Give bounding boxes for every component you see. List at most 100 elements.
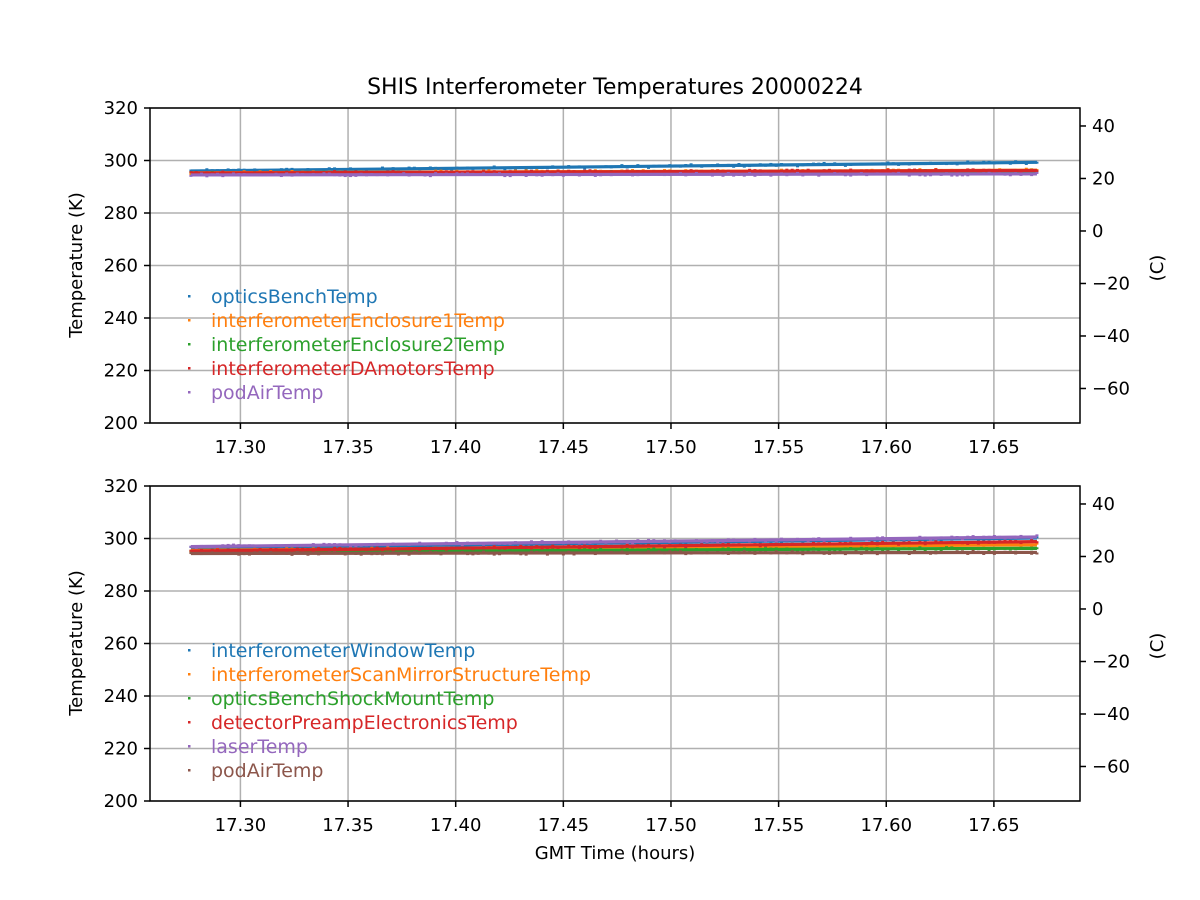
data-point bbox=[918, 174, 922, 177]
data-point bbox=[987, 168, 991, 171]
data-point bbox=[934, 544, 938, 547]
bottom-ticks: 17.30 17.35 17.40 17.45 17.50 17.55 17.60 17.65… bbox=[104, 476, 1130, 836]
y-tick-label: 320 bbox=[104, 98, 138, 119]
data-point bbox=[242, 550, 246, 553]
data-point bbox=[615, 551, 619, 554]
data-point bbox=[1019, 542, 1023, 545]
data-point bbox=[742, 170, 746, 173]
data-point bbox=[247, 546, 251, 549]
data-point bbox=[343, 175, 347, 178]
data-point bbox=[609, 542, 613, 545]
data-point bbox=[338, 546, 342, 549]
data-point bbox=[710, 540, 714, 543]
data-point bbox=[306, 546, 310, 549]
data-point bbox=[758, 541, 762, 544]
x-tick-label: 17.30 bbox=[215, 815, 267, 836]
data-point bbox=[748, 172, 752, 175]
data-point bbox=[780, 548, 784, 551]
data-point bbox=[593, 170, 597, 173]
data-point bbox=[859, 546, 863, 549]
data-point bbox=[317, 173, 321, 176]
data-point bbox=[625, 169, 629, 172]
x-tick-label: 17.65 bbox=[968, 437, 1020, 458]
data-point bbox=[902, 170, 906, 173]
data-point bbox=[625, 166, 629, 169]
data-point bbox=[620, 541, 624, 544]
data-point bbox=[631, 165, 635, 168]
data-point bbox=[992, 170, 996, 173]
y-right-tick-label: 20 bbox=[1092, 546, 1115, 567]
data-point bbox=[998, 538, 1002, 541]
data-point bbox=[875, 539, 879, 542]
data-point bbox=[929, 538, 933, 541]
data-point bbox=[694, 171, 698, 174]
data-point bbox=[221, 551, 225, 554]
data-point bbox=[673, 548, 677, 551]
data-point bbox=[780, 543, 784, 546]
data-point bbox=[529, 167, 533, 170]
data-point bbox=[247, 544, 251, 547]
data-point bbox=[684, 546, 688, 549]
data-point bbox=[295, 547, 299, 550]
data-point bbox=[950, 551, 954, 554]
data-point bbox=[992, 534, 996, 537]
data-point bbox=[189, 174, 193, 177]
data-point bbox=[561, 546, 565, 549]
data-point bbox=[827, 549, 831, 552]
data-point bbox=[444, 172, 448, 175]
legend-marker bbox=[188, 673, 191, 676]
data-point bbox=[455, 541, 459, 544]
data-point bbox=[556, 166, 560, 169]
data-point bbox=[870, 551, 874, 554]
data-point bbox=[673, 170, 677, 173]
data-point bbox=[795, 552, 799, 555]
data-point bbox=[1008, 169, 1012, 172]
data-point bbox=[923, 551, 927, 554]
data-point bbox=[1024, 173, 1028, 176]
data-point bbox=[471, 167, 475, 170]
data-point bbox=[274, 552, 278, 555]
bottom-y-label: Temperature (K) bbox=[66, 570, 87, 717]
data-point bbox=[460, 551, 464, 554]
data-point bbox=[780, 551, 784, 554]
data-point bbox=[955, 547, 959, 550]
data-point bbox=[402, 543, 406, 546]
data-point bbox=[966, 535, 970, 538]
data-point bbox=[923, 549, 927, 552]
data-point bbox=[343, 168, 347, 171]
data-point bbox=[317, 547, 321, 550]
data-point bbox=[561, 542, 565, 545]
data-point bbox=[237, 553, 241, 556]
data-point bbox=[508, 543, 512, 546]
data-point bbox=[263, 549, 267, 552]
data-point bbox=[370, 548, 374, 551]
data-point bbox=[439, 553, 443, 556]
data-point bbox=[508, 175, 512, 178]
y-tick-label: 320 bbox=[104, 476, 138, 497]
data-point bbox=[471, 170, 475, 173]
data-point bbox=[758, 551, 762, 554]
y-right-tick-label: 0 bbox=[1092, 221, 1103, 242]
data-point bbox=[897, 170, 901, 173]
data-point bbox=[258, 547, 262, 550]
data-point bbox=[253, 551, 257, 554]
data-point bbox=[865, 550, 869, 553]
data-point bbox=[210, 173, 214, 176]
data-point bbox=[758, 169, 762, 172]
data-point bbox=[412, 549, 416, 552]
data-point bbox=[210, 551, 214, 554]
data-point bbox=[1024, 547, 1028, 550]
data-point bbox=[439, 171, 443, 174]
data-point bbox=[764, 164, 768, 167]
legend-entry: opticsBenchShockMountTemp bbox=[211, 688, 494, 710]
data-point bbox=[891, 172, 895, 175]
data-point bbox=[503, 170, 507, 173]
data-point bbox=[923, 169, 927, 172]
data-point bbox=[1003, 540, 1007, 543]
bottom-panel: 17.30 17.35 17.40 17.45 17.50 17.55 17.60 17.65… bbox=[66, 476, 1168, 864]
data-point bbox=[231, 551, 235, 554]
data-point bbox=[657, 542, 661, 545]
data-point bbox=[535, 167, 539, 170]
data-point bbox=[817, 537, 821, 540]
data-point bbox=[870, 162, 874, 165]
